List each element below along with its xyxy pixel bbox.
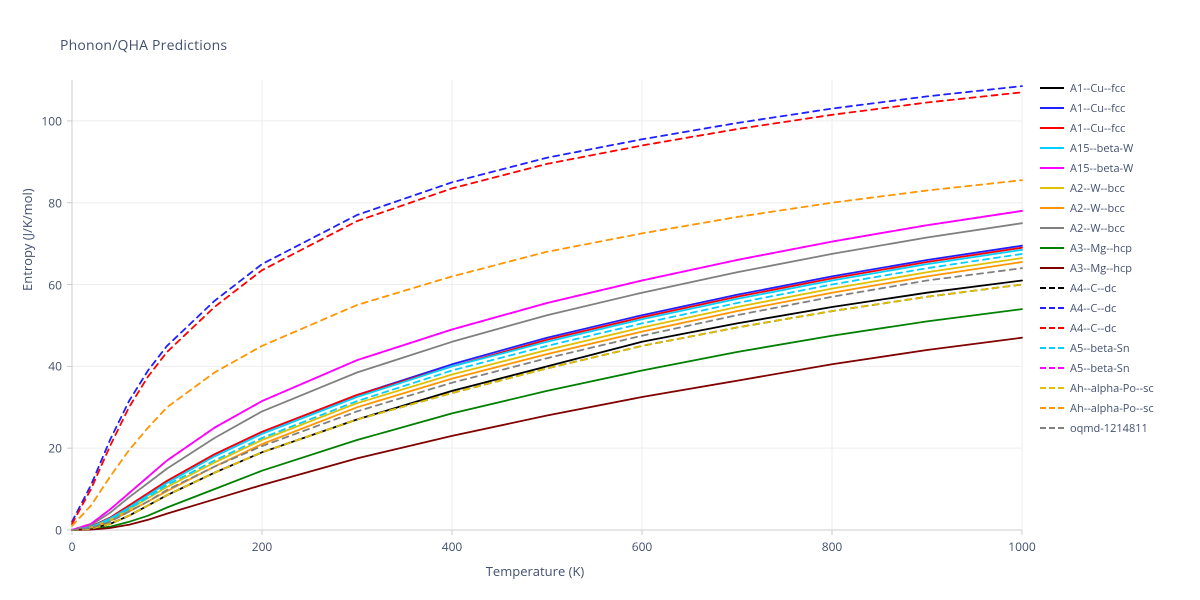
legend-item[interactable]: A4--C--dc — [1040, 278, 1200, 298]
legend-item[interactable]: A3--Mg--hcp — [1040, 238, 1200, 258]
legend-label: A2--W--bcc — [1070, 221, 1125, 236]
legend-label: Ah--alpha-Po--sc — [1070, 401, 1154, 416]
y-tick-label: 40 — [48, 358, 62, 375]
legend-item[interactable]: A5--beta-Sn — [1040, 338, 1200, 358]
legend-item[interactable]: Ah--alpha-Po--sc — [1040, 378, 1200, 398]
x-tick-label: 800 — [822, 538, 843, 555]
legend-swatch — [1040, 327, 1064, 329]
legend-swatch — [1040, 187, 1064, 189]
legend-swatch — [1040, 307, 1064, 309]
legend-label: Ah--alpha-Po--sc — [1070, 381, 1154, 396]
legend-item[interactable]: oqmd-1214811 — [1040, 418, 1200, 438]
legend-label: A15--beta-W — [1070, 141, 1133, 156]
legend-item[interactable]: A4--C--dc — [1040, 298, 1200, 318]
legend-label: A2--W--bcc — [1070, 181, 1125, 196]
legend-item[interactable]: A15--beta-W — [1040, 138, 1200, 158]
series-line[interactable] — [72, 180, 1022, 526]
legend-label: A15--beta-W — [1070, 161, 1133, 176]
series-line[interactable] — [72, 250, 1022, 530]
legend-item[interactable]: A1--Cu--fcc — [1040, 78, 1200, 98]
legend-swatch — [1040, 107, 1064, 109]
y-tick-label: 100 — [41, 112, 62, 129]
series-line[interactable] — [72, 285, 1022, 531]
legend-label: A4--C--dc — [1070, 281, 1116, 296]
series-line[interactable] — [72, 281, 1022, 531]
series-line[interactable] — [72, 211, 1022, 530]
x-tick-label: 0 — [69, 538, 76, 555]
legend-item[interactable]: A2--W--bcc — [1040, 198, 1200, 218]
legend-swatch — [1040, 227, 1064, 229]
legend-swatch — [1040, 127, 1064, 129]
legend-label: A1--Cu--fcc — [1070, 101, 1125, 116]
legend-label: A5--beta-Sn — [1070, 341, 1130, 356]
legend-item[interactable]: A1--Cu--fcc — [1040, 118, 1200, 138]
legend-swatch — [1040, 287, 1064, 289]
x-tick-label: 200 — [252, 538, 273, 555]
legend: A1--Cu--fcc A1--Cu--fcc A1--Cu--fcc A15--be… — [1040, 78, 1200, 438]
legend-item[interactable]: A15--beta-W — [1040, 158, 1200, 178]
legend-swatch — [1040, 387, 1064, 389]
legend-item[interactable]: Ah--alpha-Po--sc — [1040, 398, 1200, 418]
x-tick-label: 1000 — [1008, 538, 1035, 555]
legend-label: A1--Cu--fcc — [1070, 121, 1125, 136]
x-tick-label: 600 — [632, 538, 653, 555]
series-line[interactable] — [72, 211, 1022, 530]
legend-label: A5--beta-Sn — [1070, 361, 1130, 376]
legend-swatch — [1040, 167, 1064, 169]
legend-swatch — [1040, 367, 1064, 369]
legend-swatch — [1040, 87, 1064, 89]
legend-item[interactable]: A1--Cu--fcc — [1040, 98, 1200, 118]
legend-swatch — [1040, 407, 1064, 409]
legend-label: A1--Cu--fcc — [1070, 81, 1125, 96]
y-tick-label: 60 — [48, 276, 62, 293]
legend-swatch — [1040, 267, 1064, 269]
legend-label: oqmd-1214811 — [1070, 421, 1148, 436]
legend-item[interactable]: A2--W--bcc — [1040, 178, 1200, 198]
legend-swatch — [1040, 347, 1064, 349]
legend-swatch — [1040, 207, 1064, 209]
y-tick-label: 20 — [48, 440, 62, 457]
legend-swatch — [1040, 147, 1064, 149]
legend-label: A3--Mg--hcp — [1070, 241, 1132, 256]
legend-swatch — [1040, 427, 1064, 429]
x-tick-label: 400 — [442, 538, 463, 555]
series-line[interactable] — [72, 285, 1022, 531]
y-tick-label: 80 — [48, 194, 62, 211]
legend-item[interactable]: A3--Mg--hcp — [1040, 258, 1200, 278]
legend-label: A3--Mg--hcp — [1070, 261, 1132, 276]
legend-item[interactable]: A4--C--dc — [1040, 318, 1200, 338]
series-line[interactable] — [72, 268, 1022, 530]
legend-label: A4--C--dc — [1070, 321, 1116, 336]
series-line[interactable] — [72, 248, 1022, 530]
legend-label: A2--W--bcc — [1070, 201, 1125, 216]
legend-label: A4--C--dc — [1070, 301, 1116, 316]
legend-item[interactable]: A5--beta-Sn — [1040, 358, 1200, 378]
legend-item[interactable]: A2--W--bcc — [1040, 218, 1200, 238]
legend-swatch — [1040, 247, 1064, 249]
series-line[interactable] — [72, 223, 1022, 530]
y-tick-label: 0 — [55, 522, 62, 539]
